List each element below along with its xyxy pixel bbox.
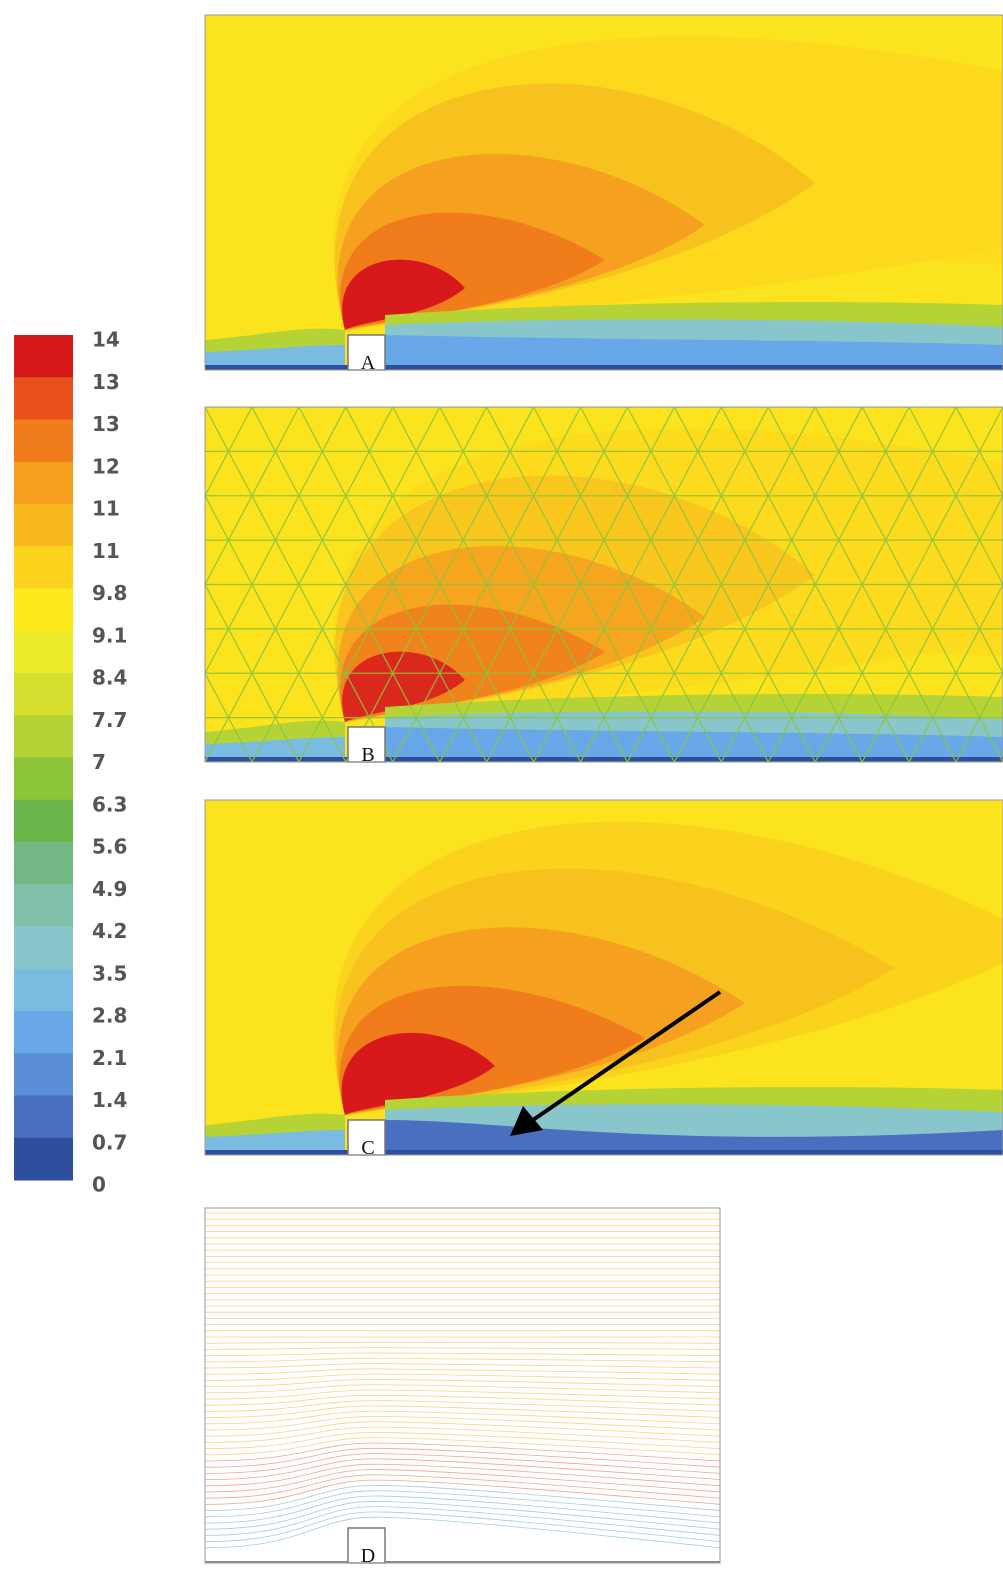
colorbar-label: 8.4 bbox=[92, 666, 127, 690]
colorbar-swatch bbox=[14, 884, 73, 927]
panel-label: D bbox=[361, 1545, 375, 1567]
colorbar-label: 11 bbox=[92, 539, 120, 563]
colorbar-label: 9.8 bbox=[92, 581, 127, 605]
panel-label: B bbox=[361, 744, 374, 766]
panel: C bbox=[205, 800, 1003, 1159]
panel-content bbox=[182, 407, 1003, 762]
colorbar-label: 1.4 bbox=[92, 1088, 127, 1112]
colorbar-swatch bbox=[14, 1138, 73, 1181]
panel-content bbox=[205, 800, 1003, 1155]
colorbar-swatch bbox=[14, 546, 73, 589]
colorbar-swatch bbox=[14, 335, 73, 378]
colorbar-label: 7.7 bbox=[92, 708, 127, 732]
colorbar-label: 13 bbox=[92, 370, 120, 394]
colorbar-label: 13 bbox=[92, 412, 120, 436]
colorbar-label: 4.2 bbox=[92, 919, 127, 943]
colorbar-swatch bbox=[14, 462, 73, 505]
colorbar-label: 12 bbox=[92, 454, 120, 478]
colorbar-swatch bbox=[14, 800, 73, 843]
colorbar-swatch bbox=[14, 1011, 73, 1054]
colorbar-label: 11 bbox=[92, 497, 120, 521]
panel-label: A bbox=[361, 352, 376, 374]
colorbar-label: 0 bbox=[92, 1173, 106, 1197]
colorbar-swatch bbox=[14, 631, 73, 674]
panel: D bbox=[205, 1208, 720, 1567]
wall bbox=[205, 365, 1003, 370]
colorbar-swatch bbox=[14, 673, 73, 716]
panel: B bbox=[182, 407, 1003, 766]
colorbar-swatch bbox=[14, 715, 73, 758]
colorbar-label: 0.7 bbox=[92, 1130, 127, 1154]
colorbar-swatch bbox=[14, 1096, 73, 1139]
figure: 14 13 13 12 11 11 9.8 9.1 8.4 7.7 7 6.3 5.6 4.9 4.2 3.5… bbox=[0, 0, 1003, 1571]
colorbar-label: 14 bbox=[92, 328, 120, 352]
colorbar-swatch bbox=[14, 1053, 73, 1096]
colorbar-swatch bbox=[14, 589, 73, 632]
colorbar-swatch bbox=[14, 969, 73, 1012]
colorbar-swatch bbox=[14, 420, 73, 463]
colorbar-label: 4.9 bbox=[92, 877, 127, 901]
panels: A B C D bbox=[182, 15, 1003, 1567]
panel-content bbox=[205, 15, 1003, 370]
colorbar-label: 2.1 bbox=[92, 1046, 127, 1070]
colorbar-label: 2.8 bbox=[92, 1004, 127, 1028]
colorbar-swatch bbox=[14, 758, 73, 801]
colorbar-swatch bbox=[14, 377, 73, 420]
colorbar-label: 9.1 bbox=[92, 623, 127, 647]
panel-content bbox=[205, 1208, 720, 1563]
colorbar-label: 3.5 bbox=[92, 961, 127, 985]
colorbar-swatch bbox=[14, 927, 73, 970]
colorbar-label: 5.6 bbox=[92, 835, 127, 859]
panel: A bbox=[205, 15, 1003, 374]
panel-label: C bbox=[361, 1137, 374, 1159]
wall bbox=[205, 757, 1003, 762]
colorbar-swatch bbox=[14, 842, 73, 885]
wall bbox=[205, 1150, 1003, 1155]
colorbar-label: 6.3 bbox=[92, 792, 127, 816]
colorbar-swatch bbox=[14, 504, 73, 547]
colorbar: 14 13 13 12 11 11 9.8 9.1 8.4 7.7 7 6.3 5.6 4.9 4.2 3.5… bbox=[14, 328, 127, 1197]
colorbar-label: 7 bbox=[92, 750, 106, 774]
